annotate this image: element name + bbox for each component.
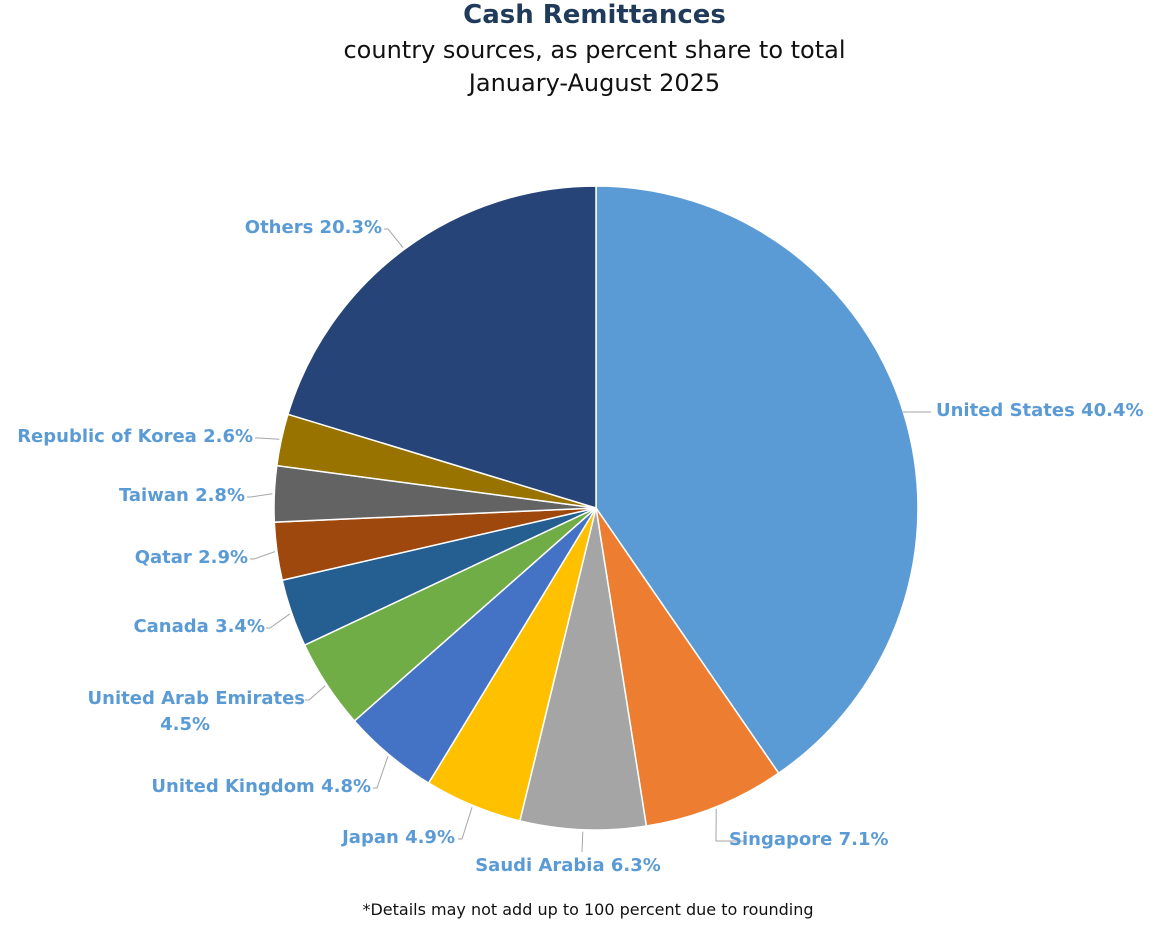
leader-line xyxy=(715,808,744,842)
chart-period: January-August 2025 xyxy=(468,69,721,97)
footnote: *Details may not add up to 100 percent d… xyxy=(362,900,814,919)
data-label-qatar: Qatar 2.9% xyxy=(135,547,248,568)
pie-slice-others xyxy=(287,185,597,510)
leader-line xyxy=(384,228,404,248)
leader-line xyxy=(255,437,280,440)
data-label-saudi-arabia: Saudi Arabia 6.3% xyxy=(475,855,661,876)
data-label-united-kingdom: United Kingdom 4.8% xyxy=(151,776,371,797)
leader-line xyxy=(581,831,584,853)
leader-line xyxy=(266,613,291,629)
data-label-singapore: Singapore 7.1% xyxy=(729,829,889,850)
chart-subtitle: country sources, as percent share to tot… xyxy=(343,36,846,64)
leader-line xyxy=(458,807,473,840)
data-label-united-states: United States 40.4% xyxy=(936,400,1144,421)
data-label-others: Others 20.3% xyxy=(245,217,382,238)
pie-chart: United States 40.4% Singapore 7.1% Saudi A… xyxy=(17,185,1144,876)
leader-line xyxy=(373,756,389,789)
leader-line xyxy=(247,493,273,498)
pie-slice-saudi-arabia xyxy=(518,507,648,831)
data-label-republic-of-korea: Republic of Korea 2.6% xyxy=(17,426,253,447)
data-label-united-arab-emirates: United Arab Emirates 4.5% xyxy=(88,688,305,735)
leader-line xyxy=(305,685,326,701)
chart-title: Cash Remittances xyxy=(463,0,726,30)
data-label-japan: Japan 4.9% xyxy=(340,827,455,848)
data-label-canada: Canada 3.4% xyxy=(133,616,265,637)
pie-slice-singapore xyxy=(595,507,780,827)
leader-line xyxy=(250,551,276,560)
data-label-taiwan: Taiwan 2.8% xyxy=(119,485,245,506)
